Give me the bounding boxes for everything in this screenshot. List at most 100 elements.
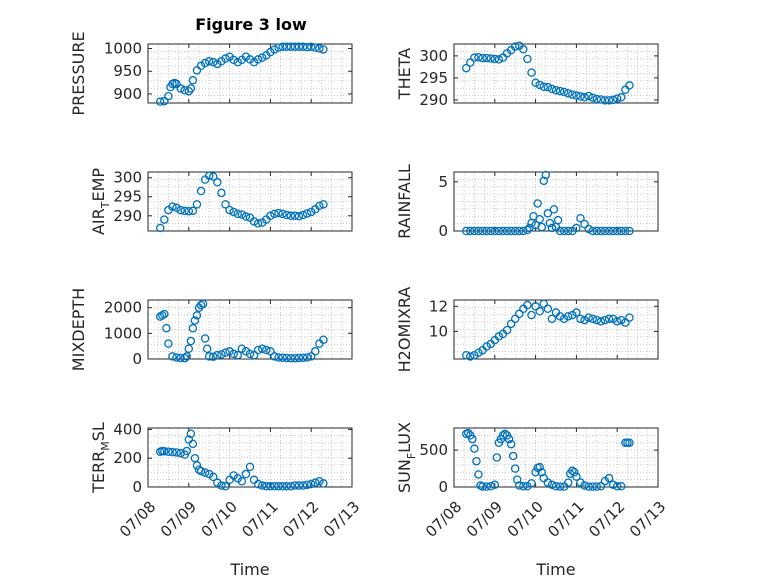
data-point (298, 481, 308, 490)
data-point (474, 52, 483, 62)
data-point (155, 223, 165, 233)
y-axis-label: THETA (395, 48, 414, 100)
data-point (233, 350, 243, 360)
y-axis-label-rest: SL (89, 422, 108, 441)
data-point (184, 206, 194, 216)
data-point (621, 226, 630, 236)
data-point (508, 451, 518, 461)
data-point (531, 302, 540, 311)
data-point (286, 482, 296, 491)
data-point (160, 447, 169, 456)
data-point (588, 482, 597, 491)
data-point (539, 176, 549, 186)
y-tick-label: 295 (113, 188, 142, 206)
data-point (541, 170, 551, 180)
data-point (535, 214, 544, 224)
data-point (209, 172, 218, 181)
y-tick-label: 5 (438, 173, 448, 191)
data-point (168, 202, 177, 211)
data-point (617, 93, 626, 102)
data-point (221, 54, 230, 63)
data-point (249, 350, 259, 360)
data-point (515, 481, 524, 490)
data-point (576, 314, 585, 324)
data-point (531, 467, 540, 477)
data-point (186, 429, 196, 439)
data-point (608, 480, 618, 490)
data-point (625, 438, 634, 447)
data-point (617, 482, 626, 491)
data-point (270, 352, 279, 361)
data-point (319, 335, 328, 345)
data-point (257, 53, 267, 62)
data-point (580, 219, 589, 229)
data-point (625, 313, 634, 322)
data-point (286, 42, 296, 51)
data-point (502, 226, 512, 236)
data-point (515, 226, 524, 236)
y-tick-label: 290 (113, 207, 142, 225)
data-point (482, 226, 491, 236)
data-point (229, 55, 238, 65)
data-point (253, 479, 263, 489)
data-point (539, 82, 549, 91)
axes-frame (147, 427, 353, 488)
data-point (315, 201, 324, 211)
data-point (612, 226, 622, 236)
figure-title: Figure 3 low (195, 15, 307, 34)
data-point (168, 352, 177, 361)
data-point (576, 92, 585, 101)
data-point (274, 208, 283, 218)
y-axis-label: PRESSURE (69, 31, 88, 115)
data-point (584, 482, 593, 491)
data-point (278, 42, 287, 51)
data-point (202, 344, 212, 353)
data-point (559, 226, 569, 236)
data-point (209, 472, 218, 482)
data-point (500, 429, 510, 439)
data-point (164, 91, 173, 101)
data-point (164, 339, 173, 348)
data-point (519, 482, 528, 491)
data-point (600, 226, 610, 236)
data-point (198, 299, 208, 309)
y-axis-label: RAINFALL (395, 164, 414, 239)
data-point (523, 300, 532, 310)
data-point (241, 212, 251, 221)
data-point (570, 467, 579, 477)
data-point (506, 439, 516, 449)
data-point (180, 353, 189, 363)
data-point (319, 200, 328, 209)
y-axis-label: MIXDEPTH (69, 288, 88, 371)
data-point (294, 481, 304, 490)
data-point (302, 480, 312, 490)
data-point (168, 447, 177, 457)
data-point (555, 482, 565, 491)
data-point (290, 353, 300, 363)
data-point (535, 80, 544, 90)
data-point (555, 226, 565, 236)
data-point (563, 478, 573, 487)
data-point (262, 482, 271, 491)
y-axis-label-main: TERR (89, 451, 108, 494)
data-point (266, 347, 275, 356)
y-tick-label: 1000 (104, 40, 142, 58)
data-point (188, 439, 198, 449)
data-point (319, 479, 328, 488)
axes-frame (453, 43, 659, 104)
data-point (576, 213, 585, 223)
data-point (270, 45, 279, 54)
data-point (192, 311, 202, 320)
data-point (237, 210, 247, 219)
data-point (266, 211, 275, 221)
data-point (253, 55, 263, 64)
x-axis-label: Time (229, 560, 269, 579)
data-point (241, 469, 251, 479)
data-point (282, 42, 291, 51)
y-tick-label: 10 (429, 322, 448, 340)
data-point (486, 482, 495, 491)
data-point (498, 226, 508, 236)
data-point (311, 478, 320, 487)
